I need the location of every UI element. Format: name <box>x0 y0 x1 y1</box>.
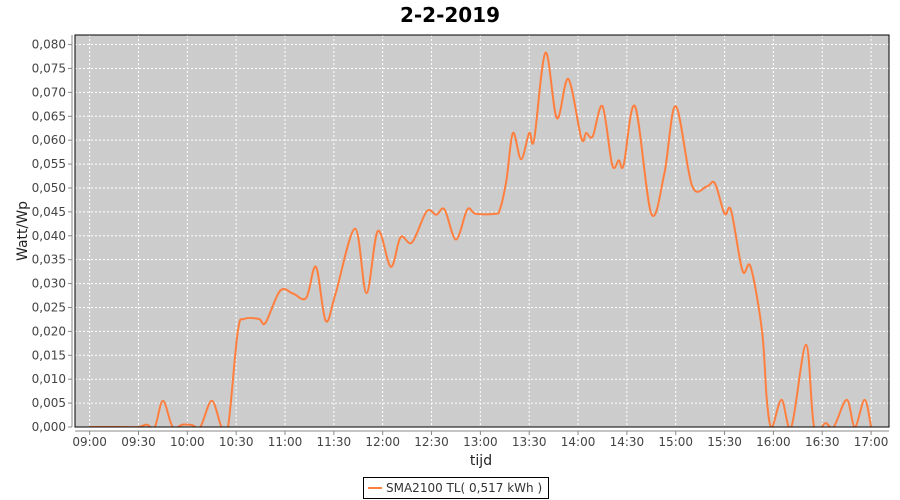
y-tick-label: 0,045 <box>32 205 66 219</box>
x-tick-label: 10:00 <box>170 435 205 449</box>
x-tick-label: 15:00 <box>658 435 693 449</box>
x-tick-label: 12:30 <box>414 435 449 449</box>
x-tick-label: 14:00 <box>561 435 596 449</box>
x-tick-label: 13:00 <box>463 435 498 449</box>
y-tick-label: 0,065 <box>32 109 66 123</box>
legend-swatch <box>368 487 382 489</box>
x-axis-label: tijd <box>470 453 492 469</box>
y-tick-label: 0,040 <box>32 229 66 243</box>
y-tick-label: 0,035 <box>32 253 66 267</box>
x-tick-label: 09:00 <box>72 435 107 449</box>
y-tick-label: 0,015 <box>32 348 66 362</box>
y-tick-label: 0,010 <box>32 372 66 386</box>
y-tick-label: 0,055 <box>32 157 66 171</box>
y-tick-label: 0,075 <box>32 61 66 75</box>
y-tick-label: 0,070 <box>32 85 66 99</box>
x-tick-label: 10:30 <box>219 435 254 449</box>
legend-label: SMA2100 TL( 0,517 kWh ) <box>386 481 543 495</box>
chart-title: 2-2-2019 <box>400 3 500 27</box>
y-axis-label: Watt/Wp <box>15 201 31 261</box>
legend: SMA2100 TL( 0,517 kWh ) <box>363 477 550 499</box>
y-tick-label: 0,005 <box>32 396 66 410</box>
x-ticks: 09:00 09:30 10:00 10:30 11:00 11:30 12:00 12:30… <box>72 431 888 449</box>
x-tick-label: 11:00 <box>268 435 303 449</box>
x-tick-label: 09:30 <box>121 435 156 449</box>
y-tick-label: 0,025 <box>32 300 66 314</box>
y-tick-label: 0,060 <box>32 133 66 147</box>
y-tick-label: 0,000 <box>32 420 66 434</box>
x-tick-label: 16:30 <box>805 435 840 449</box>
y-tick-label: 0,030 <box>32 277 66 291</box>
grid <box>75 35 889 427</box>
x-tick-label: 11:30 <box>317 435 352 449</box>
y-tick-label: 0,080 <box>32 38 66 52</box>
x-tick-label: 16:00 <box>756 435 791 449</box>
x-tick-label: 12:00 <box>365 435 400 449</box>
x-tick-label: 14:30 <box>610 435 645 449</box>
y-ticks: 0,000 0,005 0,010 0,015 0,020 0,025 0,030 0,035… <box>32 38 72 434</box>
y-tick-label: 0,050 <box>32 181 66 195</box>
plot-area <box>75 35 889 427</box>
x-tick-label: 13:30 <box>512 435 547 449</box>
x-tick-label: 17:00 <box>854 435 889 449</box>
plot-border <box>74 34 890 428</box>
y-tick-label: 0,020 <box>32 324 66 338</box>
x-tick-label: 15:30 <box>707 435 742 449</box>
